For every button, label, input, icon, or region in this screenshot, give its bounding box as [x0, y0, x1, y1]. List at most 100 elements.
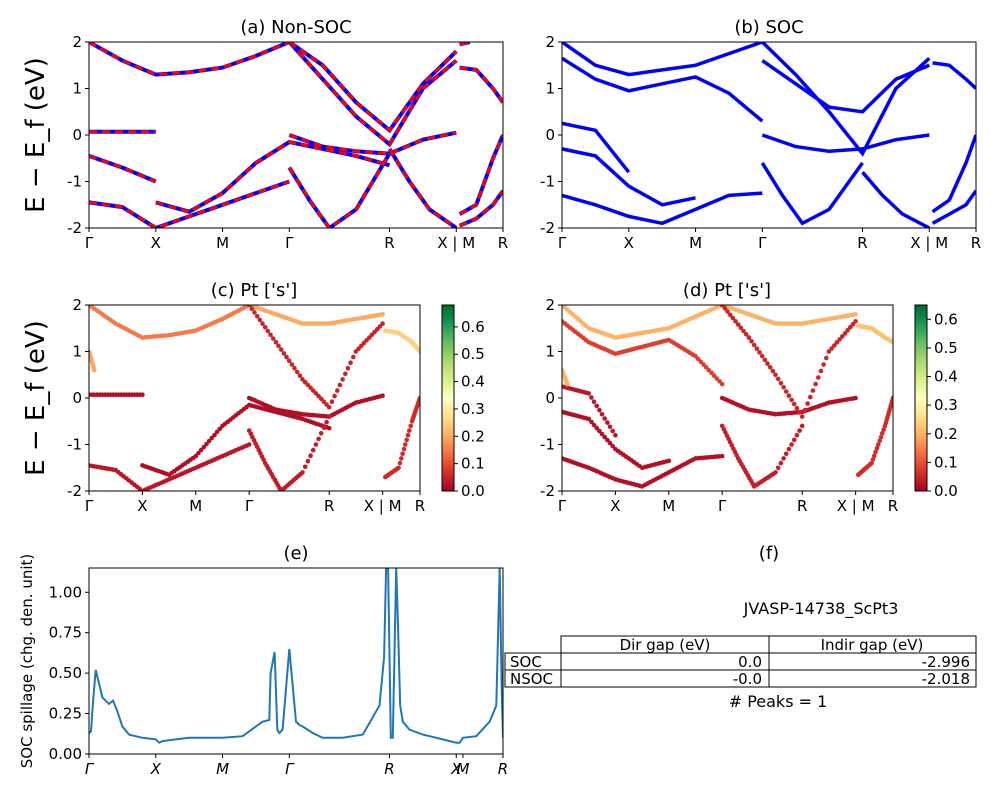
table-header-dir: Dir gap (eV) [620, 636, 711, 654]
band-point [751, 342, 757, 348]
material-name: JVASP-14738_ScPt3 [743, 599, 899, 619]
y-tick-label: 0 [545, 126, 555, 144]
y-tick-label: 0 [72, 389, 82, 407]
plot-area [89, 568, 503, 744]
band-point [602, 416, 607, 421]
band-point [318, 431, 324, 436]
band-point [340, 377, 345, 382]
band-point [749, 339, 754, 344]
band-point [878, 434, 884, 440]
band-line-red [288, 42, 458, 147]
y-tick-label: 1 [72, 80, 82, 98]
band-point [380, 321, 385, 326]
colorbar-tick-label: 0.6 [461, 318, 485, 336]
band-line [760, 161, 864, 226]
band-point [605, 420, 610, 425]
band-point [808, 394, 813, 400]
band-point [794, 432, 800, 438]
band-point [599, 431, 605, 437]
band-point [791, 401, 797, 407]
panel-c-plot: -2 -1 0 1 2 Γ X M Γ R X | M R [67, 296, 425, 515]
band-ylabel-middle: E − E_f (eV) [21, 320, 51, 476]
panel-d-plot: -2 -1 0 1 2 Γ X M Γ R X | M R [540, 296, 898, 515]
band-point [805, 401, 810, 406]
band-line-red [459, 189, 503, 228]
band-point [326, 414, 332, 419]
band-point [821, 362, 826, 367]
band-point [791, 437, 797, 443]
band-point [816, 375, 821, 380]
band-point [829, 346, 834, 351]
x-tick-label: X | M [910, 234, 948, 252]
colorbar-tick-label: 0.1 [934, 453, 958, 471]
band-point [276, 343, 281, 349]
x-tick-label: X | M [837, 497, 875, 515]
band-point [212, 432, 217, 438]
band-line-red [288, 152, 391, 228]
y-tick-label: -2 [67, 482, 82, 500]
band-point [260, 321, 265, 326]
panel-c-colorbar: 0.0 0.1 0.2 0.3 0.4 0.5 0.6 [441, 304, 485, 500]
band-point [773, 372, 778, 378]
band-point [286, 358, 292, 364]
y-tick-label: 0.50 [49, 664, 82, 682]
band-point [329, 399, 335, 405]
band-point [345, 365, 351, 371]
colorbar-tick-label: 0.3 [461, 400, 485, 418]
band-line [761, 133, 930, 154]
band-point [834, 340, 840, 345]
y-tick-label: 2 [545, 33, 555, 51]
colorbar-tick-label: 0.2 [934, 425, 958, 443]
y-tick-label: 2 [545, 296, 555, 314]
band-point [310, 447, 316, 453]
band-point [741, 328, 746, 334]
band-point [725, 309, 730, 314]
table-cell-value: -2.018 [922, 670, 970, 688]
x-tick-label: M [689, 234, 702, 252]
band-point [396, 465, 401, 471]
band-point [730, 315, 736, 321]
band-point [403, 442, 408, 447]
y-tick-label: -1 [67, 173, 82, 191]
x-tick-label: Γ [718, 497, 727, 515]
band-point [321, 425, 327, 431]
y-tick-label: 0.25 [49, 705, 82, 723]
band-point [324, 419, 329, 425]
y-tick-label: -2 [540, 219, 555, 237]
band-point [722, 306, 728, 311]
band-point [767, 365, 773, 370]
band-point [874, 445, 880, 451]
band-point [201, 444, 207, 450]
band-point [198, 447, 204, 453]
y-tick-label: 0.75 [49, 624, 82, 642]
band-point [802, 407, 808, 413]
band-point [799, 423, 805, 429]
colorbar-tick-label: 0.2 [461, 427, 485, 445]
band-point [246, 442, 252, 447]
colorbar-tick-label: 0.5 [461, 345, 485, 363]
x-tick-label: R [797, 497, 807, 515]
y-tick-label: 1 [545, 80, 555, 98]
band-point [797, 410, 802, 415]
table-cell-value: -0.0 [733, 670, 762, 688]
band-point [786, 393, 792, 399]
band-point [881, 427, 886, 432]
band-point [278, 347, 284, 352]
band-point [305, 458, 311, 464]
band-line [562, 191, 763, 226]
band-point [719, 453, 725, 459]
x-tick-label: R [498, 234, 508, 252]
y-tick-label: 1 [545, 343, 555, 361]
band-point [417, 349, 420, 354]
x-tick-label: X [450, 760, 462, 778]
band-point [872, 453, 877, 459]
axes-frame [561, 304, 894, 492]
x-tick-label: Γ [558, 497, 567, 515]
x-tick-label: R [498, 760, 508, 778]
y-tick-label: -2 [540, 482, 555, 500]
band-line [562, 147, 696, 207]
band-point [140, 392, 145, 398]
x-tick-label: X [610, 497, 620, 515]
y-tick-label: 1.00 [49, 583, 82, 601]
band-point [853, 319, 858, 324]
